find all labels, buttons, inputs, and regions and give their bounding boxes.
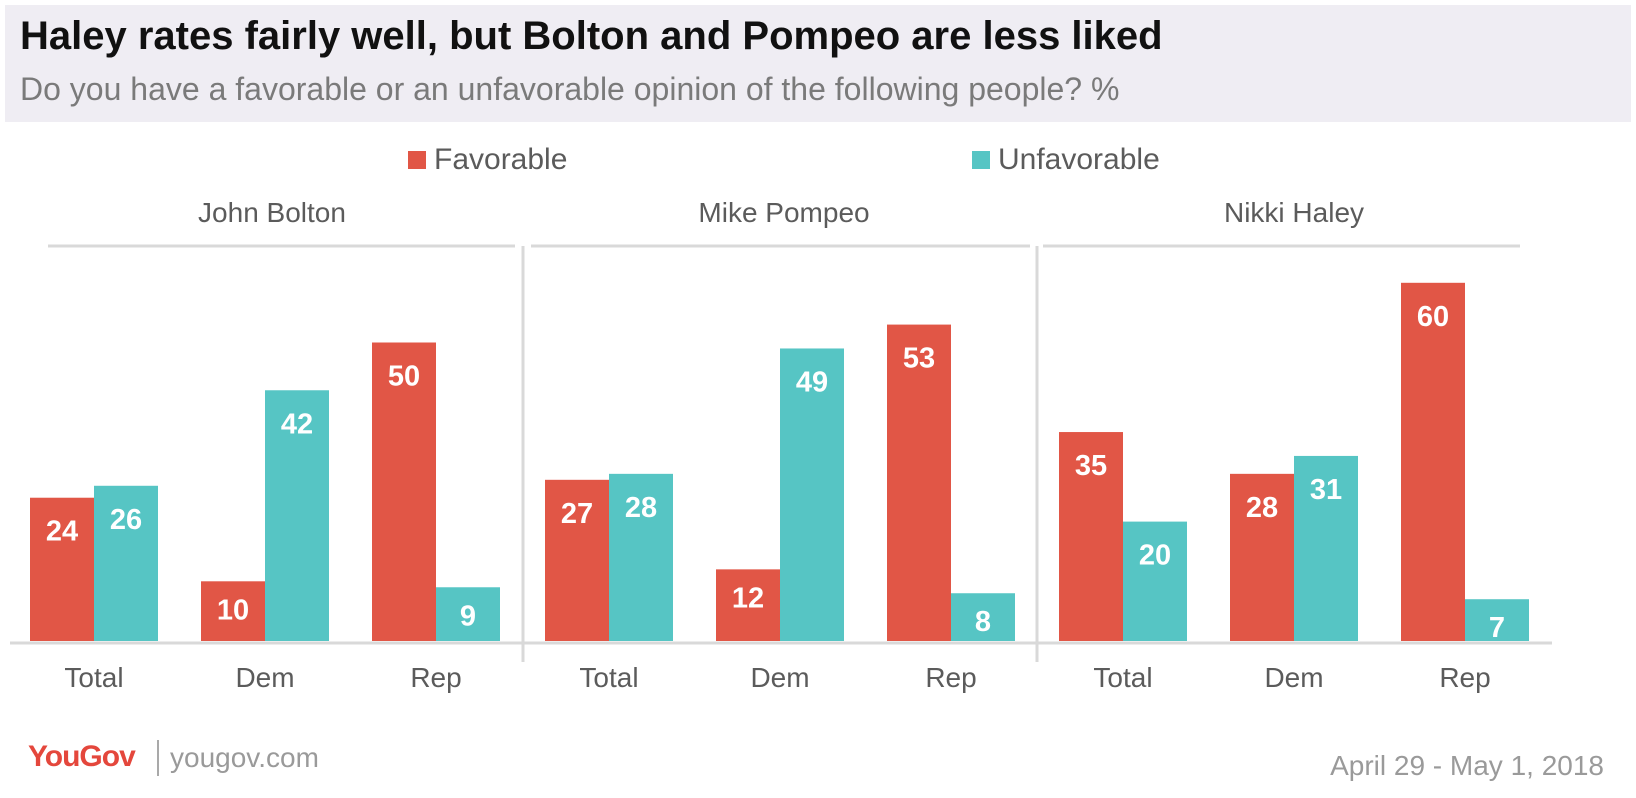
data-label-nikki-haley-total-unfavorable: 20 bbox=[1139, 540, 1171, 572]
footer-date: April 29 - May 1, 2018 bbox=[1330, 750, 1604, 781]
data-label-nikki-haley-rep-unfavorable: 7 bbox=[1489, 612, 1505, 644]
x-tick-nikki-haley-dem: Dem bbox=[1264, 662, 1323, 693]
x-tick-mike-pompeo-rep: Rep bbox=[925, 662, 976, 693]
footer-site: yougov.com bbox=[170, 742, 319, 773]
data-label-nikki-haley-rep-favorable: 60 bbox=[1417, 301, 1449, 333]
data-label-nikki-haley-dem-unfavorable: 31 bbox=[1310, 474, 1342, 506]
legend-unfavorable-label: Unfavorable bbox=[998, 143, 1160, 176]
panel-title-mike-pompeo: Mike Pompeo bbox=[698, 197, 869, 228]
bar-nikki-haley-dem-favorable bbox=[1230, 473, 1294, 641]
bar-mike-pompeo-total-unfavorable bbox=[609, 473, 673, 641]
legend-favorable-swatch bbox=[408, 151, 426, 169]
legend-unfavorable: Unfavorable bbox=[972, 140, 1160, 180]
data-label-mike-pompeo-total-unfavorable: 28 bbox=[625, 492, 657, 524]
data-label-john-bolton-dem-unfavorable: 42 bbox=[281, 408, 313, 440]
chart-subtitle: Do you have a favorable or an unfavorabl… bbox=[20, 71, 1120, 107]
bar-mike-pompeo-dem-unfavorable bbox=[780, 348, 844, 641]
x-tick-nikki-haley-rep: Rep bbox=[1439, 662, 1490, 693]
bar-nikki-haley-rep-unfavorable bbox=[1465, 599, 1529, 641]
data-label-john-bolton-total-unfavorable: 26 bbox=[110, 504, 142, 536]
bar-john-bolton-rep-unfavorable bbox=[436, 587, 500, 641]
legend-favorable-label: Favorable bbox=[434, 143, 568, 176]
panel-title-nikki-haley: Nikki Haley bbox=[1224, 197, 1364, 228]
panel-title-john-bolton: John Bolton bbox=[198, 197, 346, 228]
bar-john-bolton-total-unfavorable bbox=[94, 485, 158, 641]
data-label-mike-pompeo-dem-favorable: 12 bbox=[732, 582, 764, 614]
bar-nikki-haley-total-unfavorable bbox=[1123, 521, 1187, 641]
x-tick-mike-pompeo-dem: Dem bbox=[750, 662, 809, 693]
bar-mike-pompeo-dem-favorable bbox=[716, 569, 780, 641]
data-label-nikki-haley-dem-favorable: 28 bbox=[1246, 492, 1278, 524]
x-tick-nikki-haley-total: Total bbox=[1093, 662, 1152, 693]
logo-divider bbox=[157, 740, 159, 776]
data-label-mike-pompeo-rep-favorable: 53 bbox=[903, 343, 935, 375]
legend-favorable: Favorable bbox=[408, 140, 567, 180]
bar-nikki-haley-total-favorable bbox=[1059, 432, 1123, 641]
data-label-mike-pompeo-dem-unfavorable: 49 bbox=[796, 366, 828, 398]
x-tick-john-bolton-dem: Dem bbox=[235, 662, 294, 693]
bar-nikki-haley-dem-unfavorable bbox=[1294, 455, 1358, 641]
bar-john-bolton-rep-favorable bbox=[372, 342, 436, 641]
bar-mike-pompeo-rep-unfavorable bbox=[951, 593, 1015, 641]
chart-header bbox=[5, 5, 1631, 122]
bar-nikki-haley-rep-favorable bbox=[1401, 282, 1465, 641]
chart-title: Haley rates fairly well, but Bolton and … bbox=[20, 14, 1163, 58]
yougov-logo: YouGov bbox=[28, 740, 136, 773]
data-label-john-bolton-total-favorable: 24 bbox=[46, 516, 78, 548]
data-label-mike-pompeo-total-favorable: 27 bbox=[561, 498, 593, 530]
data-label-nikki-haley-total-favorable: 35 bbox=[1075, 450, 1107, 482]
data-label-john-bolton-dem-favorable: 10 bbox=[217, 594, 249, 626]
x-tick-john-bolton-total: Total bbox=[64, 662, 123, 693]
data-label-john-bolton-rep-unfavorable: 9 bbox=[460, 600, 476, 632]
data-label-mike-pompeo-rep-unfavorable: 8 bbox=[975, 606, 991, 638]
x-tick-john-bolton-rep: Rep bbox=[410, 662, 461, 693]
data-label-john-bolton-rep-favorable: 50 bbox=[388, 361, 420, 393]
bar-mike-pompeo-rep-favorable bbox=[887, 324, 951, 641]
bar-mike-pompeo-total-favorable bbox=[545, 479, 609, 641]
bar-john-bolton-total-favorable bbox=[30, 497, 94, 641]
bar-john-bolton-dem-unfavorable bbox=[265, 390, 329, 641]
legend-unfavorable-swatch bbox=[972, 151, 990, 169]
x-tick-mike-pompeo-total: Total bbox=[579, 662, 638, 693]
bar-john-bolton-dem-favorable bbox=[201, 581, 265, 641]
